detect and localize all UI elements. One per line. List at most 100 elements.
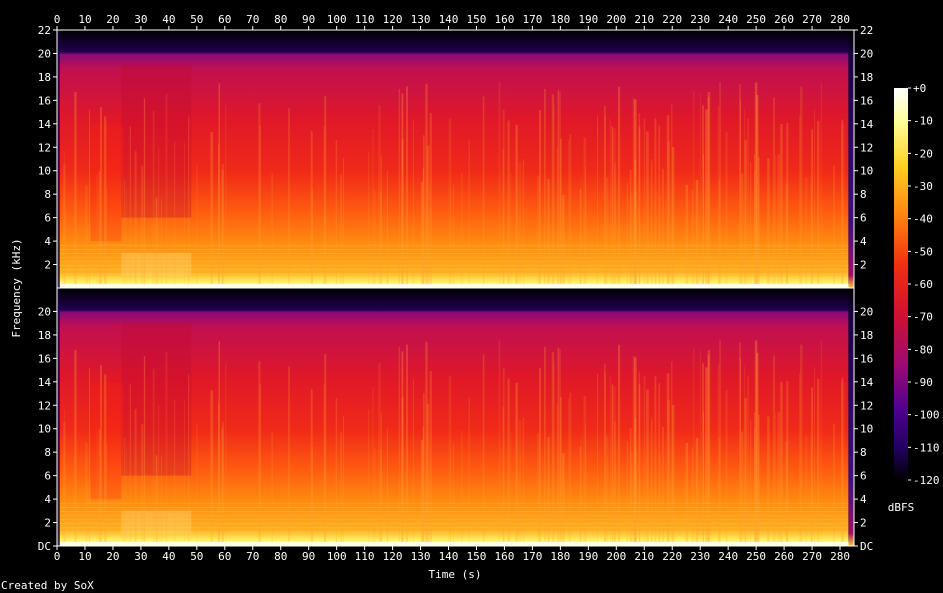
transient-stripe bbox=[343, 157, 345, 288]
x-tick-label: 90 bbox=[302, 550, 315, 563]
transient-stripe bbox=[579, 188, 582, 288]
y-tick-label: 20 bbox=[38, 47, 51, 60]
x-tick-label: 230 bbox=[690, 550, 710, 563]
spectrogram-channel-2: 20 20 18 18 16 16 14 14 12 12 10 10 8 8 6 6 4 4 2 2 DC DC bbox=[38, 287, 874, 553]
transient-stripe bbox=[672, 146, 675, 288]
transient-stripe bbox=[810, 446, 812, 546]
x-tick-label: 30 bbox=[134, 550, 147, 563]
y-tick-label: 16 bbox=[38, 352, 51, 365]
transient-stripe bbox=[184, 142, 186, 288]
transient-stripe bbox=[335, 140, 338, 288]
transient-stripe bbox=[634, 190, 637, 288]
transient-stripe bbox=[482, 354, 485, 546]
transient-stripe bbox=[324, 96, 327, 288]
y-tick-label: 2 bbox=[860, 259, 867, 272]
transient-stripe bbox=[106, 186, 107, 288]
transient-stripe bbox=[843, 382, 845, 546]
transient-stripe bbox=[143, 98, 146, 289]
transient-stripe bbox=[401, 93, 404, 288]
transient-stripe bbox=[777, 412, 781, 546]
transient-stripe bbox=[702, 154, 704, 288]
transient-stripe bbox=[502, 148, 504, 288]
x-tick-label: 240 bbox=[718, 13, 738, 26]
y-tick-label: 10 bbox=[860, 423, 873, 436]
transient-stripe bbox=[613, 128, 616, 288]
colorbar-tick-label: -110 bbox=[913, 441, 940, 454]
spectrogram-body bbox=[57, 30, 849, 288]
transient-stripe bbox=[672, 404, 675, 546]
y-tick-label: 16 bbox=[38, 94, 51, 107]
transient-stripe bbox=[691, 448, 693, 546]
transient-stripe bbox=[799, 344, 803, 546]
x-tick-label: 270 bbox=[802, 13, 822, 26]
transient-stripe bbox=[401, 397, 404, 546]
transient-stripe bbox=[343, 415, 345, 546]
transient-stripe bbox=[559, 139, 562, 288]
transient-stripe bbox=[579, 446, 582, 546]
transient-stripe bbox=[785, 441, 788, 546]
y-tick-label: 18 bbox=[38, 71, 51, 84]
transient-stripe bbox=[468, 397, 470, 546]
transient-stripe bbox=[634, 448, 637, 546]
transient-stripe bbox=[630, 451, 633, 546]
transient-stripe bbox=[747, 117, 749, 288]
transient-stripe bbox=[448, 376, 452, 546]
transient-stripe bbox=[421, 181, 424, 288]
transient-stripe bbox=[379, 449, 382, 546]
x-tick-label: 150 bbox=[467, 550, 487, 563]
x-tick-label: 210 bbox=[634, 13, 654, 26]
transient-stripe bbox=[161, 197, 162, 288]
colorbar-tick-label: -70 bbox=[913, 311, 933, 324]
y-tick-label: 6 bbox=[860, 212, 867, 225]
y-tick-label: DC bbox=[860, 540, 873, 553]
transient-stripe bbox=[310, 131, 313, 288]
transient-stripe bbox=[754, 428, 756, 546]
transient-stripe bbox=[569, 392, 572, 546]
transient-stripe bbox=[754, 340, 758, 546]
transient-stripe bbox=[553, 361, 555, 546]
y-tick-label: 22 bbox=[38, 24, 51, 37]
transient-stripe bbox=[632, 356, 636, 546]
x-tick-label: 210 bbox=[634, 550, 654, 563]
transient-stripe bbox=[799, 373, 801, 546]
transient-stripe bbox=[122, 384, 124, 546]
x-tick-label: 190 bbox=[578, 550, 598, 563]
x-tick-label: 60 bbox=[218, 550, 231, 563]
transient-stripe bbox=[196, 166, 198, 288]
x-tick-label: 10 bbox=[78, 13, 91, 26]
transient-stripe bbox=[810, 188, 812, 288]
x-tick-label: 160 bbox=[495, 13, 515, 26]
spectrogram-tail bbox=[848, 288, 854, 546]
transient-stripe bbox=[741, 431, 744, 546]
transient-stripe bbox=[805, 177, 808, 288]
transient-stripe bbox=[725, 131, 728, 288]
x-tick-label: 110 bbox=[355, 13, 375, 26]
transient-stripe bbox=[741, 173, 744, 288]
transient-stripe bbox=[100, 107, 102, 288]
transient-stripe bbox=[833, 423, 835, 546]
transient-stripe bbox=[561, 195, 565, 288]
y-tick-label: 18 bbox=[38, 329, 51, 342]
colorbar-tick-label: -40 bbox=[913, 213, 933, 226]
transient-stripe bbox=[85, 184, 88, 288]
x-tick-label: 60 bbox=[218, 13, 231, 26]
transient-stripe bbox=[662, 426, 664, 546]
transient-stripe bbox=[707, 92, 711, 289]
transient-stripe bbox=[568, 139, 570, 288]
transient-stripe bbox=[693, 348, 695, 546]
transient-stripe bbox=[738, 84, 741, 288]
transient-stripe bbox=[699, 92, 701, 289]
transient-stripe bbox=[271, 431, 273, 546]
transient-stripe bbox=[667, 399, 671, 546]
transient-stripe bbox=[218, 83, 220, 288]
transient-stripe bbox=[780, 381, 783, 546]
transient-stripe bbox=[553, 103, 555, 288]
transient-stripe bbox=[271, 173, 273, 288]
transient-stripe bbox=[547, 437, 550, 546]
transient-stripe bbox=[515, 124, 518, 288]
x-tick-label: 160 bbox=[495, 550, 515, 563]
x-tick-label: 190 bbox=[578, 13, 598, 26]
transient-stripe bbox=[218, 403, 220, 546]
transient-stripe bbox=[89, 110, 90, 289]
transient-stripe bbox=[258, 361, 261, 546]
